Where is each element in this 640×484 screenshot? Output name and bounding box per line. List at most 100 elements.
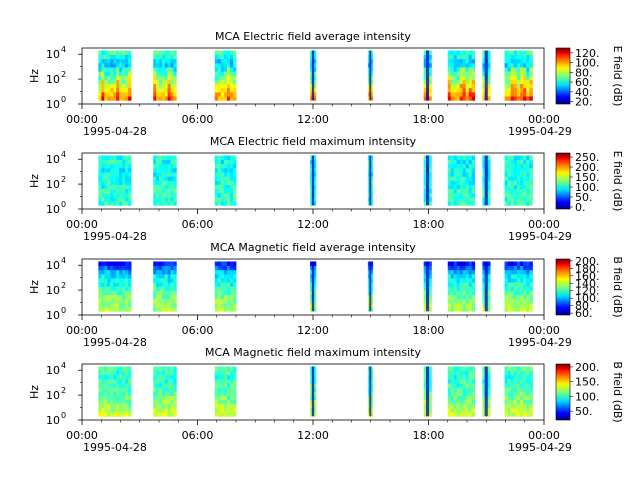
spectrogram-cell [113, 407, 117, 413]
spectrogram-cell [529, 167, 533, 173]
spectrogram-cell [510, 188, 515, 194]
spectrogram-cell [113, 412, 117, 417]
spectrogram-cell [101, 87, 105, 93]
spectrogram-cell [520, 269, 524, 275]
spectrogram-cell [156, 91, 160, 97]
spectrogram-cell [101, 370, 105, 376]
spectrogram-segment [504, 366, 533, 417]
spectrogram-cell [462, 370, 467, 376]
spectrogram-cell [164, 302, 169, 308]
spectrogram-cell [516, 67, 521, 72]
spectrogram-cell [220, 273, 225, 279]
spectrogram-cell [468, 201, 473, 206]
spectrogram-cell [223, 403, 228, 409]
spectrogram-cell [310, 407, 314, 413]
spectrogram-cell [164, 261, 169, 267]
spectrogram-cell [217, 58, 222, 64]
spectrogram-cell [459, 378, 464, 384]
spectrogram-cell [164, 391, 169, 396]
spectrogram-cell [229, 391, 234, 396]
y-tick-exponent: 0 [61, 200, 66, 209]
spectrogram-cell [523, 96, 527, 101]
spectrogram-cell [453, 50, 458, 56]
spectrogram-cell [450, 269, 455, 275]
spectrogram-cell [482, 54, 486, 60]
spectrogram-cell [153, 62, 157, 68]
spectrogram-cell [423, 180, 427, 185]
spectrogram-cell [504, 378, 509, 384]
spectrogram-cell [370, 412, 374, 417]
spectrogram-cell [107, 196, 111, 202]
spectrogram-cell [510, 58, 515, 64]
spectrogram-cell [122, 83, 126, 89]
spectrogram-cell [232, 163, 237, 169]
spectrogram-cell [450, 282, 455, 287]
spectrogram-cell [510, 67, 515, 72]
spectrogram-cell [164, 403, 169, 409]
spectrogram-cell [487, 261, 491, 267]
spectrogram-cell [107, 75, 111, 80]
spectrogram-cell [226, 261, 231, 267]
spectrogram-cell [98, 294, 102, 300]
spectrogram-cell [482, 192, 486, 198]
spectrogram-cell [122, 374, 126, 380]
spectrogram-cell [523, 307, 527, 312]
spectrogram-cell [232, 201, 237, 206]
spectrogram-cell [510, 159, 515, 165]
spectrogram-cell [161, 155, 166, 161]
spectrogram-cell [459, 395, 464, 401]
spectrogram-cell [232, 184, 237, 190]
spectrogram-cell [167, 67, 171, 72]
spectrogram-cell [468, 155, 473, 161]
spectrogram-cell [113, 273, 117, 279]
spectrogram-cell [223, 273, 228, 279]
spectrogram-cell [113, 87, 117, 93]
spectrogram-cell [167, 374, 171, 380]
spectrogram-cell [223, 366, 228, 372]
spectrogram-cell [104, 395, 108, 401]
spectrogram-cell [217, 387, 222, 392]
spectrogram-cell [513, 176, 518, 181]
spectrogram-cell [226, 383, 231, 388]
spectrogram-cell [487, 54, 491, 60]
spectrogram-cell [520, 286, 524, 291]
spectrogram-cell [465, 184, 470, 190]
spectrogram-cell [98, 273, 102, 279]
spectrogram-cell [116, 62, 120, 68]
spectrogram-cell [465, 265, 470, 271]
spectrogram-cell [513, 167, 518, 173]
spectrogram-cell [223, 79, 228, 85]
spectrogram-cell [226, 399, 231, 405]
colorbar-tick-label: 200. [575, 255, 600, 268]
spectrogram-cell [101, 273, 105, 279]
spectrogram-cell [529, 307, 533, 312]
spectrogram-cell [516, 273, 521, 279]
spectrogram-cell [226, 87, 231, 93]
spectrogram-cell [456, 374, 461, 380]
spectrogram-cell [313, 370, 317, 376]
spectrogram-cell [462, 273, 467, 279]
spectrogram-cell [119, 412, 123, 417]
spectrogram-segment [310, 50, 317, 101]
colorbar [555, 47, 571, 105]
spectrogram-cell [462, 192, 467, 198]
spectrogram-cell [456, 79, 461, 85]
spectrogram-cell [471, 155, 476, 161]
spectrogram-cell [513, 273, 518, 279]
spectrogram-cell [156, 163, 160, 169]
spectrogram-cell [456, 71, 461, 76]
spectrogram-cell [128, 75, 132, 80]
spectrogram-cell [159, 399, 163, 405]
spectrogram-cell [220, 159, 225, 165]
spectrogram-cell [159, 387, 163, 392]
spectrogram-cell [170, 196, 174, 202]
spectrogram-cell [217, 172, 222, 177]
spectrogram-cell [232, 75, 237, 80]
spectrogram-cell [487, 79, 491, 85]
spectrogram-cell [229, 50, 234, 56]
spectrogram-cell [214, 159, 219, 165]
spectrogram-cell [428, 399, 432, 405]
spectrogram-cell [462, 75, 467, 80]
spectrogram-cell [226, 96, 231, 101]
spectrogram-cell [229, 269, 234, 275]
